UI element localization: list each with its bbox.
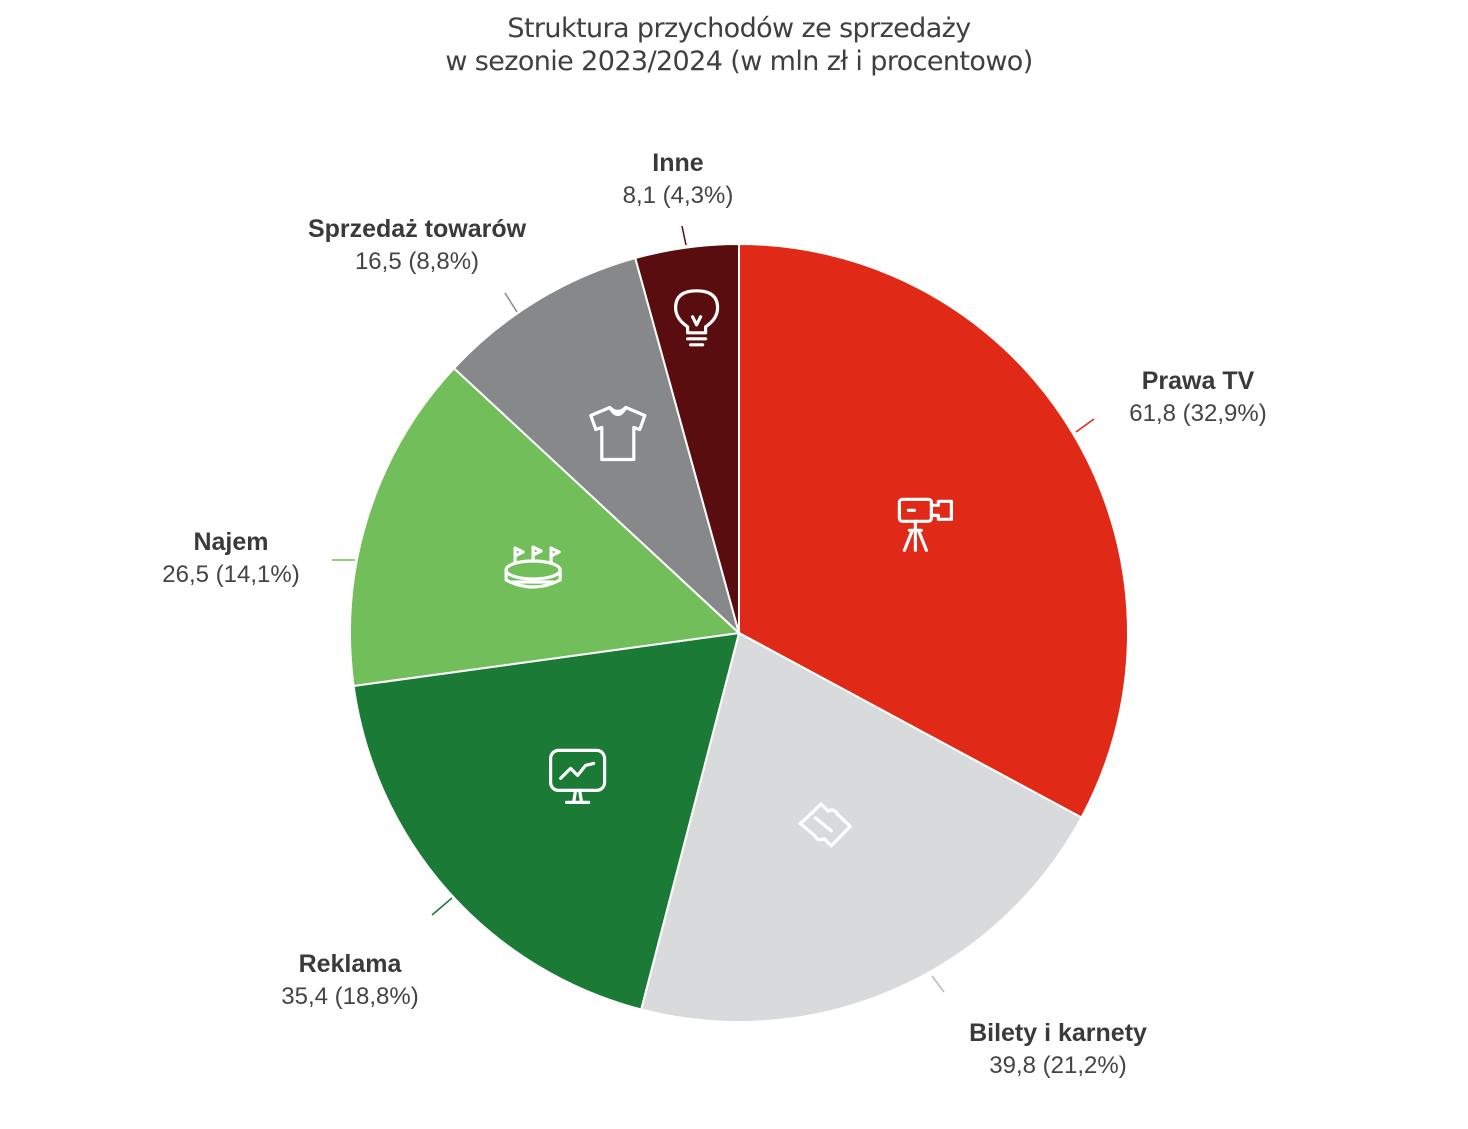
video-camera-icon (897, 497, 954, 552)
chart-title-line-1: Struktura przychodów ze sprzedaży (507, 13, 971, 44)
pie-slice-bilety-i-karnety (639, 631, 1083, 1023)
lightbulb-icon (673, 289, 720, 347)
slice-label-najem: Najem (193, 528, 268, 556)
slice-value-sprzedaz-towarow: 16,5 (8,8%) (355, 248, 479, 275)
billboard-chart-icon (548, 748, 607, 805)
tshirt-icon (589, 405, 647, 462)
slice-value-bilety-i-karnety: 39,8 (21,2%) (989, 1052, 1126, 1079)
pie-slice-prawa-tv (738, 242, 1129, 819)
slice-value-reklama: 35,4 (18,8%) (281, 983, 418, 1010)
chart-title-line-2: w sezonie 2023/2024 (w mln zł i procento… (445, 46, 1033, 77)
pie-slice-najem (349, 366, 742, 688)
slice-label-sprzedaz-towarow: Sprzedaż towarów (308, 215, 527, 243)
slice-label-bilety-i-karnety: Bilety i karnety (969, 1019, 1147, 1047)
leader-line-bilety-i-karnety (931, 975, 945, 993)
leader-line-prawa-tv (1075, 418, 1095, 433)
leader-line-inne (681, 225, 687, 246)
slice-label-inne: Inne (652, 149, 703, 177)
chart-title: Struktura przychodów ze sprzedaży w sezo… (0, 12, 1468, 78)
slice-value-inne: 8,1 (4,3%) (623, 182, 734, 209)
slice-label-reklama: Reklama (299, 950, 403, 978)
slice-label-prawa-tv: Prawa TV (1142, 367, 1255, 395)
slice-value-najem: 26,5 (14,1%) (162, 561, 299, 588)
pie-slice-sprzedaz-towarow (452, 256, 741, 637)
stadium-icon (504, 545, 562, 589)
ticket-icon (798, 802, 852, 848)
slice-value-prawa-tv: 61,8 (32,9%) (1129, 400, 1266, 427)
leader-line-reklama (431, 897, 453, 916)
pie-slice-reklama (352, 631, 741, 1011)
leader-line-sprzedaz-towarow (504, 292, 518, 313)
pie-slice-inne (634, 242, 740, 634)
